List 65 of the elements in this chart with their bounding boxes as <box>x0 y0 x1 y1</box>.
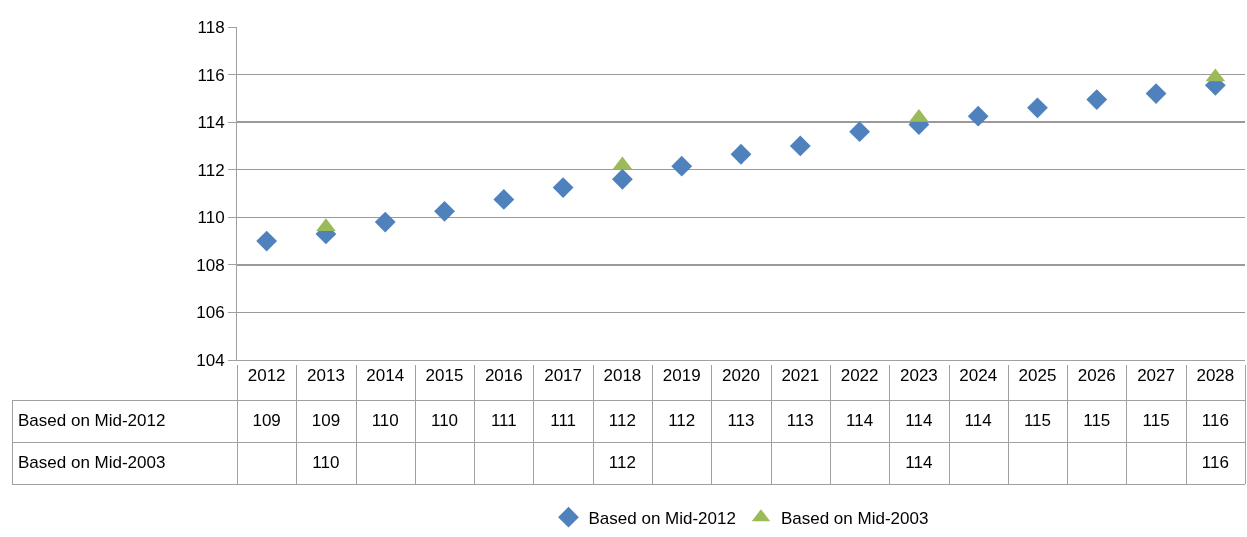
data-label: 114 <box>904 452 934 474</box>
point <box>1145 83 1167 104</box>
point <box>671 155 693 177</box>
point <box>612 168 633 190</box>
data-label: 111 <box>549 410 578 432</box>
x-tick-label: 2019 <box>662 366 701 386</box>
data-label: 116 <box>1200 452 1230 474</box>
data-label: 111 <box>489 410 518 432</box>
x-tick-label: 2020 <box>722 366 760 386</box>
point <box>374 211 396 233</box>
data-label: 113 <box>785 410 815 432</box>
x-tick-label: 2016 <box>484 366 523 386</box>
point <box>849 121 870 143</box>
x-tick-label: 2021 <box>781 366 820 386</box>
point <box>1027 97 1048 119</box>
data-label: 115 <box>1141 410 1171 432</box>
data-label: 112 <box>607 452 637 474</box>
data-label: 114 <box>904 410 934 432</box>
legend-label: Based on Mid-2012 <box>588 508 736 528</box>
x-tick-label: 2015 <box>425 366 464 386</box>
data-label: 110 <box>311 452 341 474</box>
data-label: 110 <box>429 410 460 432</box>
y-tick-label: 114 <box>197 113 225 133</box>
data-label: 115 <box>1022 410 1052 432</box>
data-label: 112 <box>667 410 697 432</box>
x-tick-label: 2027 <box>1137 366 1175 386</box>
point <box>730 143 752 165</box>
point <box>493 189 515 210</box>
data-label: 116 <box>1200 410 1230 432</box>
point <box>1086 89 1108 110</box>
y-tick-label: 104 <box>196 350 225 370</box>
data-label: 112 <box>607 410 637 432</box>
x-tick-label: 2024 <box>959 366 998 386</box>
data-label: 114 <box>845 410 875 432</box>
y-tick-label: 110 <box>197 208 225 228</box>
x-tick-label: 2025 <box>1018 366 1057 386</box>
legend-label: Based on Mid-2003 <box>780 508 929 528</box>
y-tick-label: 112 <box>197 160 225 180</box>
x-tick-label: 2012 <box>247 366 286 386</box>
point <box>789 135 811 157</box>
x-tick-label: 2022 <box>840 366 879 386</box>
data-label: 110 <box>370 410 400 432</box>
x-tick-label: 2023 <box>899 366 938 386</box>
point <box>967 105 989 127</box>
point <box>256 230 278 252</box>
point <box>316 218 336 232</box>
data-label: 113 <box>726 410 756 432</box>
x-tick-label: 2028 <box>1196 366 1235 386</box>
data-label: 115 <box>1082 410 1112 432</box>
x-tick-label: 2013 <box>307 366 345 386</box>
y-tick-label: 108 <box>196 255 225 275</box>
data-label: 109 <box>251 410 282 432</box>
y-tick-label: 118 <box>197 17 225 37</box>
x-tick-label: 2014 <box>366 366 405 386</box>
data-label: 109 <box>310 410 342 432</box>
text: Based on Mid-2012 <box>18 411 166 430</box>
y-tick-label: 116 <box>197 65 225 85</box>
y-tick-label: 106 <box>196 303 225 323</box>
data-label: 114 <box>963 410 993 432</box>
x-tick-label: 2017 <box>544 366 583 386</box>
point <box>434 200 455 222</box>
x-tick-label: 2026 <box>1077 366 1116 386</box>
point <box>552 177 574 198</box>
text: Based on Mid-2003 <box>18 453 166 472</box>
x-tick-label: 2018 <box>603 366 642 386</box>
